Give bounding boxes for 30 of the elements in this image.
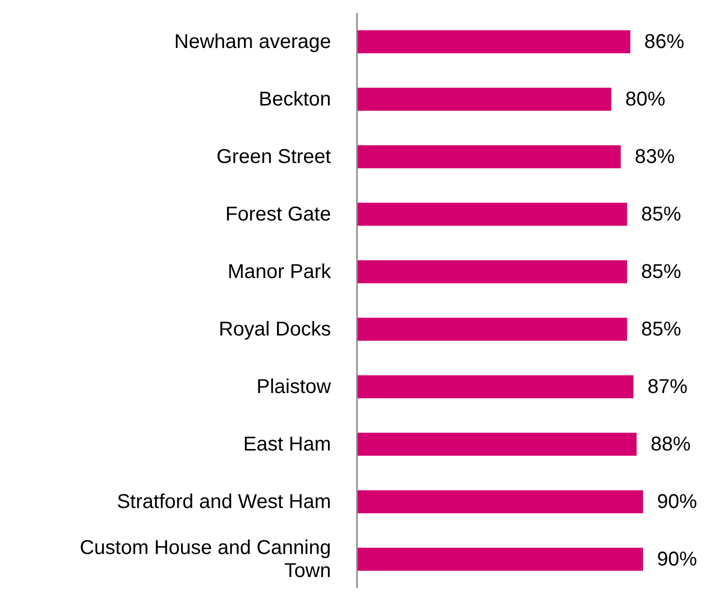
data-label: 80%	[625, 88, 666, 110]
y-tick-label: Plaistow	[256, 376, 332, 398]
data-label: 90%	[657, 548, 698, 570]
bar	[357, 202, 628, 226]
data-label: 85%	[641, 203, 682, 226]
y-tick-label: Stratford and West Ham	[116, 490, 331, 513]
data-label: 88%	[650, 433, 691, 456]
y-tick-label: Beckton	[258, 88, 331, 110]
data-label: 87%	[647, 376, 688, 398]
bar	[357, 432, 637, 456]
bar	[357, 548, 643, 571]
bar	[357, 318, 628, 341]
y-tick-label: Custom House and Canning Town	[80, 536, 331, 582]
data-label: 85%	[641, 318, 682, 340]
bar	[357, 375, 634, 398]
data-label: 85%	[641, 260, 682, 283]
data-label: 90%	[657, 490, 698, 513]
y-tick-label: Forest Gate	[225, 203, 331, 226]
data-label: 83%	[634, 146, 675, 168]
y-tick-label: Royal Docks	[218, 318, 331, 340]
bar	[357, 490, 643, 514]
y-tick-label: Green Street	[216, 146, 332, 168]
data-label: 86%	[644, 30, 685, 53]
bar	[357, 88, 612, 111]
bar	[357, 145, 621, 168]
bar	[357, 30, 630, 54]
y-tick-label: Manor Park	[228, 260, 332, 283]
y-tick-label: Newham average	[174, 30, 331, 53]
bar	[357, 260, 628, 284]
y-tick-label: East Ham	[243, 433, 331, 456]
